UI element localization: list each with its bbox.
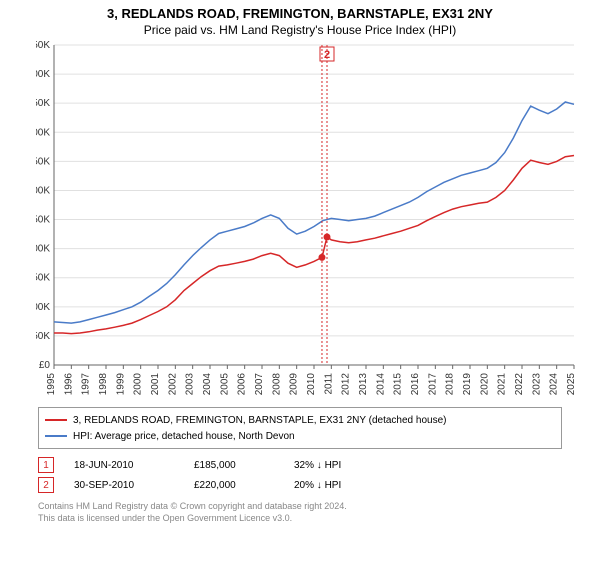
- chart-title: 3, REDLANDS ROAD, FREMINGTON, BARNSTAPLE…: [0, 6, 600, 21]
- svg-text:2: 2: [324, 49, 330, 61]
- transaction-price: £185,000: [194, 460, 274, 471]
- svg-text:2018: 2018: [445, 373, 456, 396]
- transaction-date: 18-JUN-2010: [74, 460, 174, 471]
- transaction-pct: 32% ↓ HPI: [294, 460, 374, 471]
- svg-text:1996: 1996: [63, 373, 74, 396]
- svg-text:2023: 2023: [531, 373, 542, 396]
- svg-text:£100K: £100K: [36, 302, 50, 313]
- svg-text:2014: 2014: [375, 373, 386, 396]
- svg-text:1997: 1997: [81, 373, 92, 396]
- svg-text:2015: 2015: [393, 373, 404, 396]
- svg-text:£500K: £500K: [36, 69, 50, 80]
- chart-area: £0 £50K £100K £150K £200K £250K £300K £350K £400…: [36, 41, 596, 401]
- svg-text:£400K: £400K: [36, 127, 50, 138]
- svg-text:2011: 2011: [323, 373, 334, 395]
- svg-text:2021: 2021: [497, 373, 508, 396]
- svg-text:2007: 2007: [254, 373, 265, 396]
- svg-text:2003: 2003: [185, 373, 196, 396]
- svg-text:£150K: £150K: [36, 273, 50, 284]
- svg-text:2025: 2025: [566, 373, 577, 396]
- transaction-date: 30-SEP-2010: [74, 480, 174, 491]
- svg-text:1995: 1995: [46, 373, 57, 396]
- svg-text:£550K: £550K: [36, 41, 50, 51]
- svg-text:2022: 2022: [514, 373, 525, 396]
- svg-text:2001: 2001: [150, 373, 161, 396]
- svg-text:£250K: £250K: [36, 215, 50, 226]
- transaction-row: 2 30-SEP-2010 £220,000 20% ↓ HPI: [38, 475, 562, 495]
- svg-text:£350K: £350K: [36, 156, 50, 167]
- chart-subtitle: Price paid vs. HM Land Registry's House …: [0, 23, 600, 37]
- line-chart-svg: £0 £50K £100K £150K £200K £250K £300K £350K £400…: [36, 41, 596, 401]
- transaction-row: 1 18-JUN-2010 £185,000 32% ↓ HPI: [38, 455, 562, 475]
- svg-text:2016: 2016: [410, 373, 421, 396]
- svg-text:2004: 2004: [202, 373, 213, 396]
- svg-text:2019: 2019: [462, 373, 473, 396]
- svg-text:2006: 2006: [237, 373, 248, 396]
- legend-item-red: 3, REDLANDS ROAD, FREMINGTON, BARNSTAPLE…: [45, 412, 555, 428]
- chart-container: 3, REDLANDS ROAD, FREMINGTON, BARNSTAPLE…: [0, 6, 600, 566]
- svg-text:2005: 2005: [219, 373, 230, 396]
- svg-text:2002: 2002: [167, 373, 178, 396]
- svg-text:£300K: £300K: [36, 185, 50, 196]
- legend-swatch-red: [45, 419, 67, 421]
- transaction-price: £220,000: [194, 480, 274, 491]
- transaction-marker: 2: [38, 477, 54, 493]
- legend-swatch-blue: [45, 435, 67, 437]
- svg-text:2017: 2017: [427, 373, 438, 396]
- svg-text:£200K: £200K: [36, 244, 50, 255]
- svg-text:2000: 2000: [133, 373, 144, 396]
- svg-text:1999: 1999: [115, 373, 126, 396]
- svg-text:2020: 2020: [479, 373, 490, 396]
- footer-line-2: This data is licensed under the Open Gov…: [38, 513, 562, 525]
- svg-text:£0: £0: [39, 360, 51, 371]
- svg-text:2008: 2008: [271, 373, 282, 396]
- svg-text:£50K: £50K: [36, 331, 50, 342]
- svg-text:2009: 2009: [289, 373, 300, 396]
- svg-text:2013: 2013: [358, 373, 369, 396]
- transaction-table: 1 18-JUN-2010 £185,000 32% ↓ HPI 2 30-SE…: [38, 455, 562, 495]
- legend-item-blue: HPI: Average price, detached house, Nort…: [45, 428, 555, 444]
- transaction-marker: 1: [38, 457, 54, 473]
- legend-label-blue: HPI: Average price, detached house, Nort…: [73, 431, 295, 442]
- svg-text:1998: 1998: [98, 373, 109, 396]
- legend-label-red: 3, REDLANDS ROAD, FREMINGTON, BARNSTAPLE…: [73, 415, 446, 426]
- svg-text:2024: 2024: [549, 373, 560, 396]
- transaction-pct: 20% ↓ HPI: [294, 480, 374, 491]
- legend-box: 3, REDLANDS ROAD, FREMINGTON, BARNSTAPLE…: [38, 407, 562, 449]
- svg-text:2010: 2010: [306, 373, 317, 396]
- svg-text:2012: 2012: [341, 373, 352, 396]
- svg-text:£450K: £450K: [36, 98, 50, 109]
- footer-line-1: Contains HM Land Registry data © Crown c…: [38, 501, 562, 513]
- footer-text: Contains HM Land Registry data © Crown c…: [38, 501, 562, 524]
